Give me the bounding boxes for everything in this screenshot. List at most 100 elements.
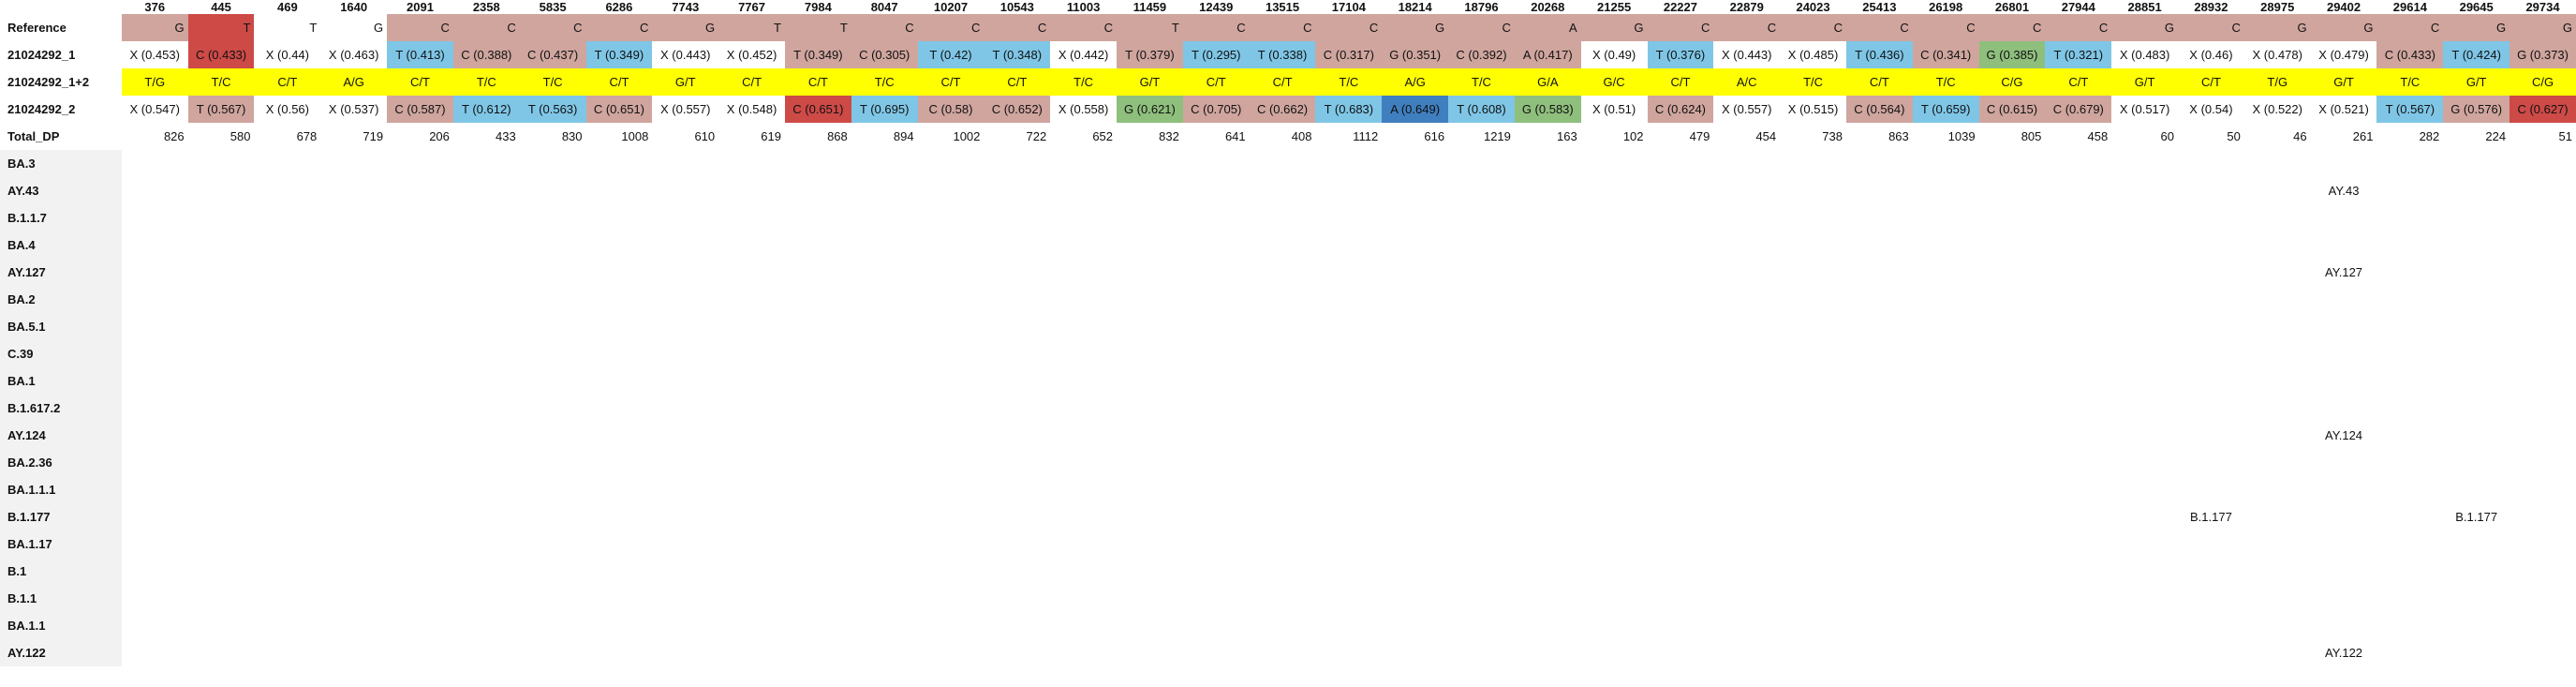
lineage-marker-cell[interactable] (122, 476, 188, 503)
lineage-marker-cell[interactable] (1050, 231, 1117, 259)
combined-allele-cell[interactable]: T/C (2376, 68, 2444, 96)
lineage-marker-cell[interactable] (2111, 340, 2178, 367)
lineage-marker-cell[interactable] (1050, 177, 1117, 204)
lineage-marker-cell[interactable] (2311, 204, 2377, 231)
lineage-marker-cell[interactable] (2376, 177, 2443, 204)
allele-cell[interactable]: T (0.567) (187, 96, 255, 123)
allele-cell[interactable]: T (0.424) (2443, 41, 2510, 68)
lineage-marker-cell[interactable] (254, 259, 320, 286)
lineage-marker-cell[interactable] (188, 449, 255, 476)
lineage-marker-cell[interactable] (520, 367, 586, 395)
lineage-marker-cell[interactable] (586, 259, 653, 286)
lineage-marker-cell[interactable] (520, 503, 586, 530)
lineage-marker-cell[interactable] (1979, 286, 2046, 313)
lineage-marker-cell[interactable] (2311, 449, 2377, 476)
lineage-marker-cell[interactable] (188, 558, 255, 585)
reference-base-cell[interactable]: A (1514, 14, 1581, 41)
lineage-marker-cell[interactable] (2311, 530, 2377, 558)
lineage-marker-cell[interactable] (254, 286, 320, 313)
lineage-marker-cell[interactable] (918, 422, 985, 449)
reference-base-cell[interactable]: G (2310, 14, 2377, 41)
lineage-marker-cell[interactable] (387, 476, 453, 503)
allele-cell[interactable]: X (0.56) (254, 96, 321, 123)
lineage-marker-cell[interactable] (387, 313, 453, 340)
lineage-marker-cell[interactable] (254, 612, 320, 639)
lineage-marker-cell[interactable] (1050, 367, 1117, 395)
lineage-marker-cell[interactable] (2178, 476, 2244, 503)
lineage-marker-cell[interactable] (851, 612, 918, 639)
lineage-marker-cell[interactable] (2443, 313, 2509, 340)
allele-cell[interactable]: X (0.442) (1050, 41, 1118, 68)
position-header[interactable]: 25413 (1862, 0, 1897, 14)
lineage-marker-cell[interactable] (984, 612, 1050, 639)
lineage-marker-cell[interactable] (1117, 367, 1183, 395)
allele-cell[interactable]: T (0.379) (1117, 41, 1183, 68)
allele-cell[interactable]: T (0.683) (1315, 96, 1383, 123)
combined-allele-cell[interactable]: T/C (1315, 68, 1383, 96)
lineage-marker-cell[interactable] (2045, 231, 2111, 259)
lineage-marker-cell[interactable] (2443, 612, 2509, 639)
lineage-marker-cell[interactable] (387, 449, 453, 476)
lineage-marker-cell[interactable] (122, 231, 188, 259)
combined-allele-cell[interactable]: T/C (519, 68, 586, 96)
lineage-marker-cell[interactable] (918, 476, 985, 503)
lineage-marker-cell[interactable] (984, 340, 1050, 367)
lineage-marker-cell[interactable] (2111, 530, 2178, 558)
lineage-marker-cell[interactable] (2111, 313, 2178, 340)
lineage-marker-cell[interactable] (851, 395, 918, 422)
reference-base-cell[interactable]: C (519, 14, 586, 41)
lineage-marker-cell[interactable] (1382, 286, 1448, 313)
lineage-marker-cell[interactable] (2244, 612, 2311, 639)
lineage-marker-cell[interactable] (1448, 449, 1515, 476)
lineage-marker-cell[interactable] (586, 231, 653, 259)
lineage-marker-cell[interactable] (320, 639, 387, 666)
lineage-marker-cell[interactable] (520, 558, 586, 585)
lineage-marker-cell[interactable] (1050, 150, 1117, 177)
allele-cell[interactable]: T (0.567) (2376, 96, 2444, 123)
allele-cell[interactable]: C (0.627) (2509, 96, 2576, 123)
lineage-marker-cell[interactable] (254, 313, 320, 340)
lineage-marker-cell[interactable] (1713, 259, 1780, 286)
lineage-marker-cell[interactable] (1515, 476, 1581, 503)
allele-cell[interactable]: T (0.295) (1182, 41, 1250, 68)
lineage-marker-cell[interactable] (1050, 286, 1117, 313)
lineage-marker-cell[interactable] (387, 259, 453, 286)
lineage-marker-cell[interactable] (1250, 558, 1316, 585)
lineage-marker-cell[interactable] (2509, 177, 2576, 204)
lineage-marker-cell[interactable] (918, 585, 985, 612)
lineage-marker-cell[interactable] (188, 476, 255, 503)
lineage-marker-cell[interactable] (2509, 558, 2576, 585)
lineage-marker-cell[interactable] (718, 177, 785, 204)
lineage-marker-cell[interactable] (785, 340, 851, 367)
lineage-marker-cell[interactable] (1979, 639, 2046, 666)
lineage-marker-cell[interactable] (1315, 204, 1382, 231)
lineage-marker-cell[interactable] (1117, 313, 1183, 340)
lineage-marker-cell[interactable] (718, 259, 785, 286)
allele-cell[interactable]: T (0.349) (585, 41, 653, 68)
lineage-marker-cell[interactable] (2045, 340, 2111, 367)
combined-allele-cell[interactable]: G/T (2310, 68, 2377, 96)
lineage-marker-cell[interactable] (1846, 286, 1913, 313)
combined-allele-cell[interactable]: C/G (1978, 68, 2046, 96)
lineage-marker-cell[interactable] (1713, 503, 1780, 530)
lineage-marker-cell[interactable] (1117, 340, 1183, 367)
lineage-marker-cell[interactable] (1648, 530, 1714, 558)
lineage-marker-cell[interactable] (918, 395, 985, 422)
lineage-marker-cell[interactable] (1979, 530, 2046, 558)
combined-allele-cell[interactable]: T/G (121, 68, 188, 96)
lineage-marker-cell[interactable] (1713, 585, 1780, 612)
lineage-marker-cell[interactable] (1250, 503, 1316, 530)
lineage-marker-cell[interactable] (2244, 530, 2311, 558)
lineage-marker-cell[interactable] (2376, 503, 2443, 530)
lineage-marker-cell[interactable] (1382, 612, 1448, 639)
lineage-marker-cell[interactable] (1780, 204, 1846, 231)
allele-cell[interactable]: X (0.485) (1780, 41, 1846, 68)
combined-allele-cell[interactable]: G/T (2111, 68, 2179, 96)
lineage-marker-cell[interactable] (984, 150, 1050, 177)
lineage-marker-cell[interactable] (918, 259, 985, 286)
lineage-marker-cell[interactable] (2178, 259, 2244, 286)
lineage-marker-cell[interactable] (1515, 639, 1581, 666)
allele-cell[interactable]: G (0.621) (1117, 96, 1183, 123)
lineage-marker-cell[interactable] (586, 422, 653, 449)
lineage-marker-cell[interactable] (652, 585, 718, 612)
